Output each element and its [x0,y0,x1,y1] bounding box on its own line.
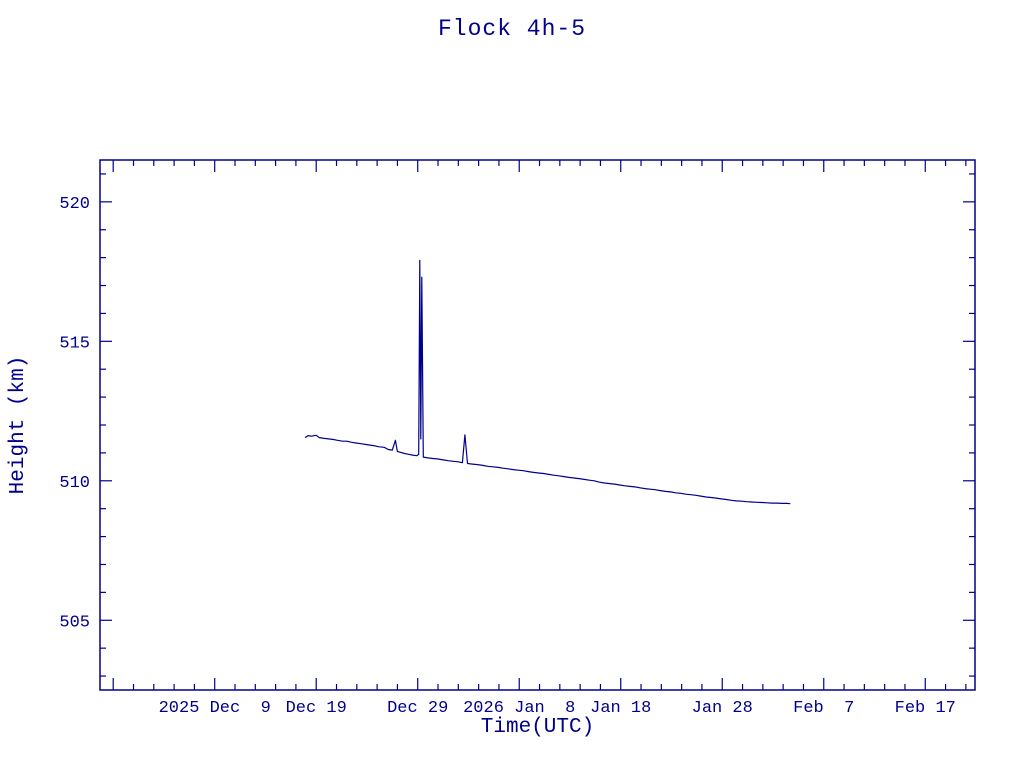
x-axis-label: Time(UTC) [480,716,595,739]
y-tick-label: 515 [59,334,90,353]
x-tick-label: Feb 17 [895,699,956,718]
y-tick-label: 510 [59,474,90,493]
data-line [304,259,791,505]
y-tick-label: 520 [59,195,90,214]
x-tick-label: Dec 19 [286,699,347,718]
x-tick-label: Dec 29 [387,699,448,718]
x-tick-label: Jan 18 [590,699,651,718]
x-tick-label: Jan 28 [692,699,753,718]
x-tick-label: 2026 Jan 8 [463,699,575,718]
chart-title: Flock 4h-5 [437,16,587,42]
x-tick-label: Feb 7 [793,699,854,718]
x-tick-label: 2025 Dec 9 [159,699,271,718]
plot-frame [99,159,976,691]
y-axis-label: Height (km) [7,355,30,495]
y-tick-label: 505 [59,613,90,632]
